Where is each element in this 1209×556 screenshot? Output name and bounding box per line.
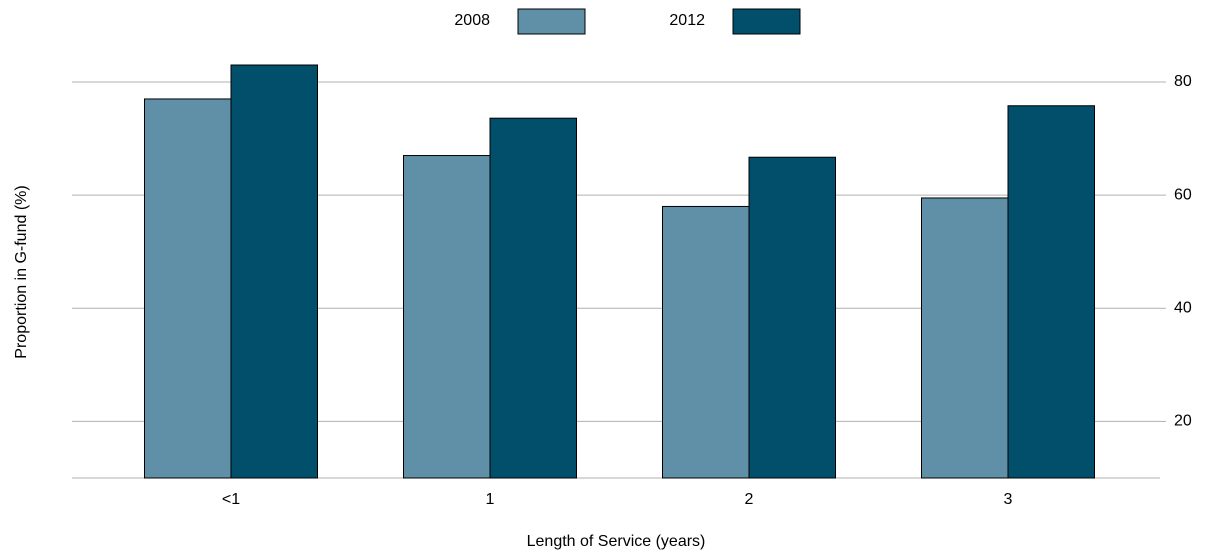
y-tick-label: 20 xyxy=(1174,413,1192,430)
bar xyxy=(144,98,232,479)
bar xyxy=(489,117,577,479)
x-tick-label: 2 xyxy=(745,491,754,508)
x-tick-label: 1 xyxy=(486,491,495,508)
x-axis-label: Length of Service (years) xyxy=(527,533,706,550)
bar xyxy=(748,156,836,479)
bar xyxy=(230,64,318,479)
legend-label: 2008 xyxy=(454,12,490,29)
y-tick-label: 80 xyxy=(1174,73,1192,90)
y-tick-label: 60 xyxy=(1174,186,1192,203)
bar xyxy=(403,155,491,479)
x-tick-label: 3 xyxy=(1004,491,1013,508)
legend-swatch xyxy=(732,8,801,35)
bar xyxy=(921,197,1009,479)
legend-label: 2012 xyxy=(669,12,705,29)
legend-swatch xyxy=(517,8,586,35)
x-tick-label: <1 xyxy=(222,491,240,508)
y-axis-label: Proportion in G-fund (%) xyxy=(13,185,30,358)
bar xyxy=(1007,105,1095,479)
y-tick-label: 40 xyxy=(1174,299,1192,316)
bar xyxy=(662,205,750,479)
